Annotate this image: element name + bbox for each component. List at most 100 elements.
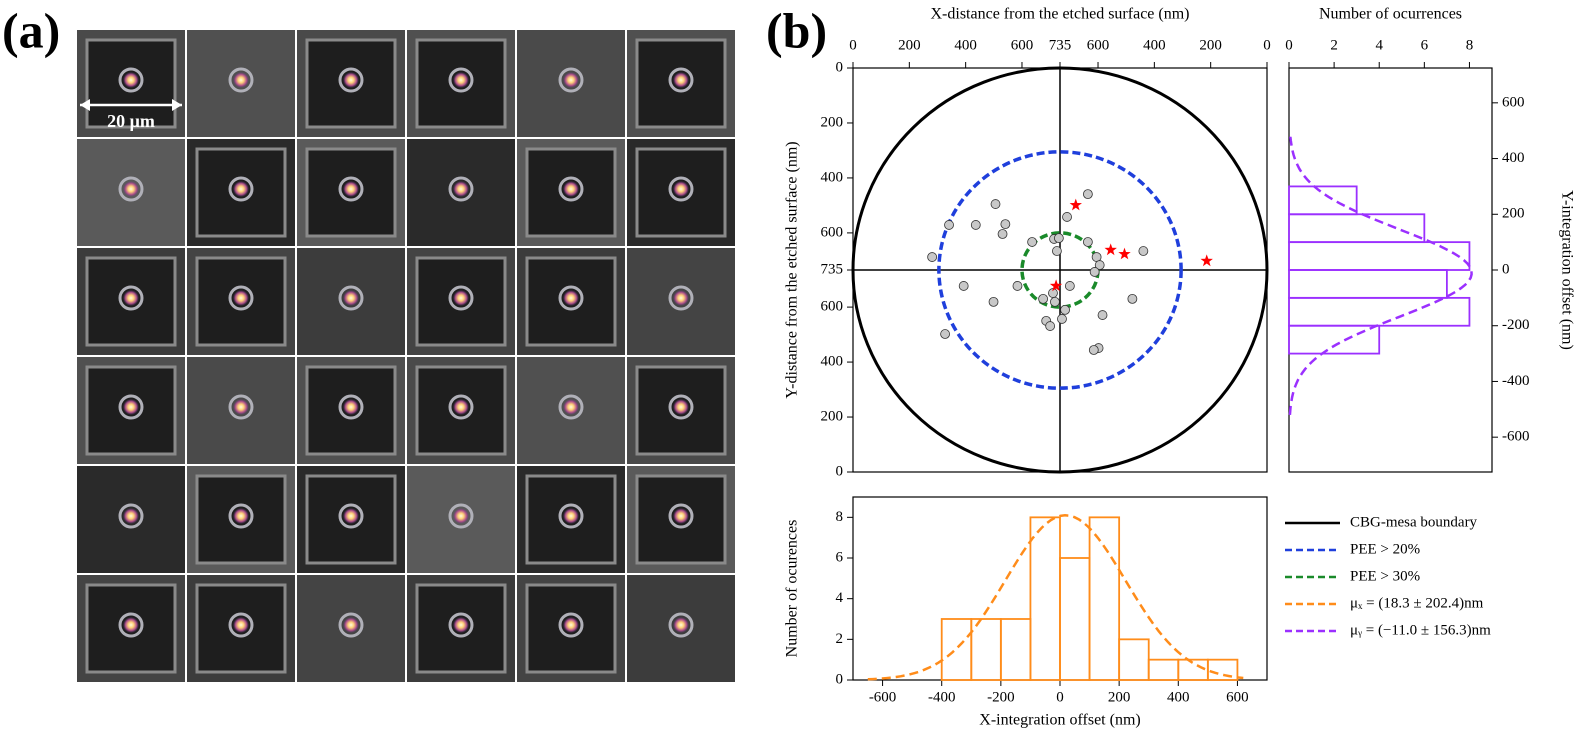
mesa-square [195,256,287,347]
y-tick-label: 400 [821,354,844,370]
region-circle [937,150,1183,390]
x-tick-label: 600 [1087,37,1110,53]
point [1097,310,1108,320]
ring [668,612,694,638]
emitter [673,290,689,306]
emitter [453,290,469,306]
ring [668,67,694,93]
ring [118,503,144,529]
star-point [1049,279,1063,292]
region-circle [851,66,1269,474]
y-tick-label: 200 [821,408,844,424]
scale-bar: 20 μm [80,99,182,131]
histogram-bar [1206,658,1239,681]
emitter [233,72,249,88]
point [1050,296,1060,307]
x-tick-label: 200 [1108,689,1131,705]
ring [118,176,144,202]
point [944,220,954,230]
x-tick-label: 400 [1167,689,1190,705]
ring [448,176,474,202]
x-tick-label: 2 [1330,37,1338,53]
emitter [563,508,579,524]
legend-label: CBG-mesa boundary [1350,514,1478,530]
ring [668,394,694,420]
point [1038,293,1049,304]
ring [228,67,254,93]
histogram-bar [1177,658,1209,681]
emitter [233,399,249,415]
emitter [673,508,689,524]
y-tick-label: 6 [836,549,844,565]
ring [118,612,144,638]
point [1062,212,1072,222]
point [990,199,1001,209]
star-point [1104,243,1117,256]
y-tick-label: 0 [836,59,844,75]
histogram-bar [1288,324,1381,355]
x-tick-label: 0 [1285,37,1293,53]
ring [338,612,364,638]
y-tick-label: 600 [821,224,844,240]
emitter [233,617,249,633]
emitter [453,399,469,415]
point [988,296,999,307]
emitter [123,508,139,524]
y-axis-label: Y-distance from the etched surface (nm) [784,141,801,398]
histogram-bar [999,618,1032,681]
ring [668,503,694,529]
emitter [563,72,579,88]
emitter [123,72,139,88]
x-tick-label: 200 [1199,37,1222,53]
emitter [343,508,359,524]
emitter [123,399,139,415]
point [970,220,981,230]
histogram-bar [1118,638,1150,681]
gaussian-fit [867,514,1244,681]
scale-label: 20 μm [107,111,155,131]
mesa-square [525,583,617,674]
legend-label: μₓ = (18.3 ± 202.4)nm [1350,595,1484,611]
ring [448,612,474,638]
point [1127,293,1138,304]
emitter [673,617,689,633]
star-point [1069,198,1082,211]
ring [338,67,364,93]
point [1052,246,1062,256]
y-tick-label: 0 [836,671,844,687]
ring [558,285,584,311]
x-tick-label: 4 [1375,37,1383,53]
ring [338,503,364,529]
emitter [673,72,689,88]
emitter [563,399,579,415]
ring [558,176,584,202]
emitter [343,290,359,306]
x-tick-label: 0 [1263,37,1271,53]
panel-label: (b) [766,2,827,58]
x-tick-label: 0 [849,37,857,53]
y-tick-label: -200 [1502,317,1530,333]
emitter [233,290,249,306]
y-tick-label: 0 [1502,261,1510,277]
y-tick-label: 400 [1502,150,1525,166]
point [1000,219,1011,230]
emitter [673,181,689,197]
x-tick-label: -600 [869,689,897,705]
ring [118,285,144,311]
point [1057,314,1067,324]
y-tick-label: 200 [1502,206,1525,222]
emitter [453,508,469,524]
emitter [343,399,359,415]
point [1088,345,1099,355]
y-tick-label: 200 [821,114,844,130]
ring [558,612,584,638]
x-axis-label: X-distance from the etched surface (nm) [931,6,1190,23]
ring [448,285,474,311]
emitter [563,617,579,633]
y-tick-label: 4 [836,590,844,606]
point [1045,321,1056,331]
x-tick-label: -200 [987,689,1015,705]
x-tick-label: 6 [1421,37,1429,53]
ring [338,394,364,420]
ring [668,285,694,311]
